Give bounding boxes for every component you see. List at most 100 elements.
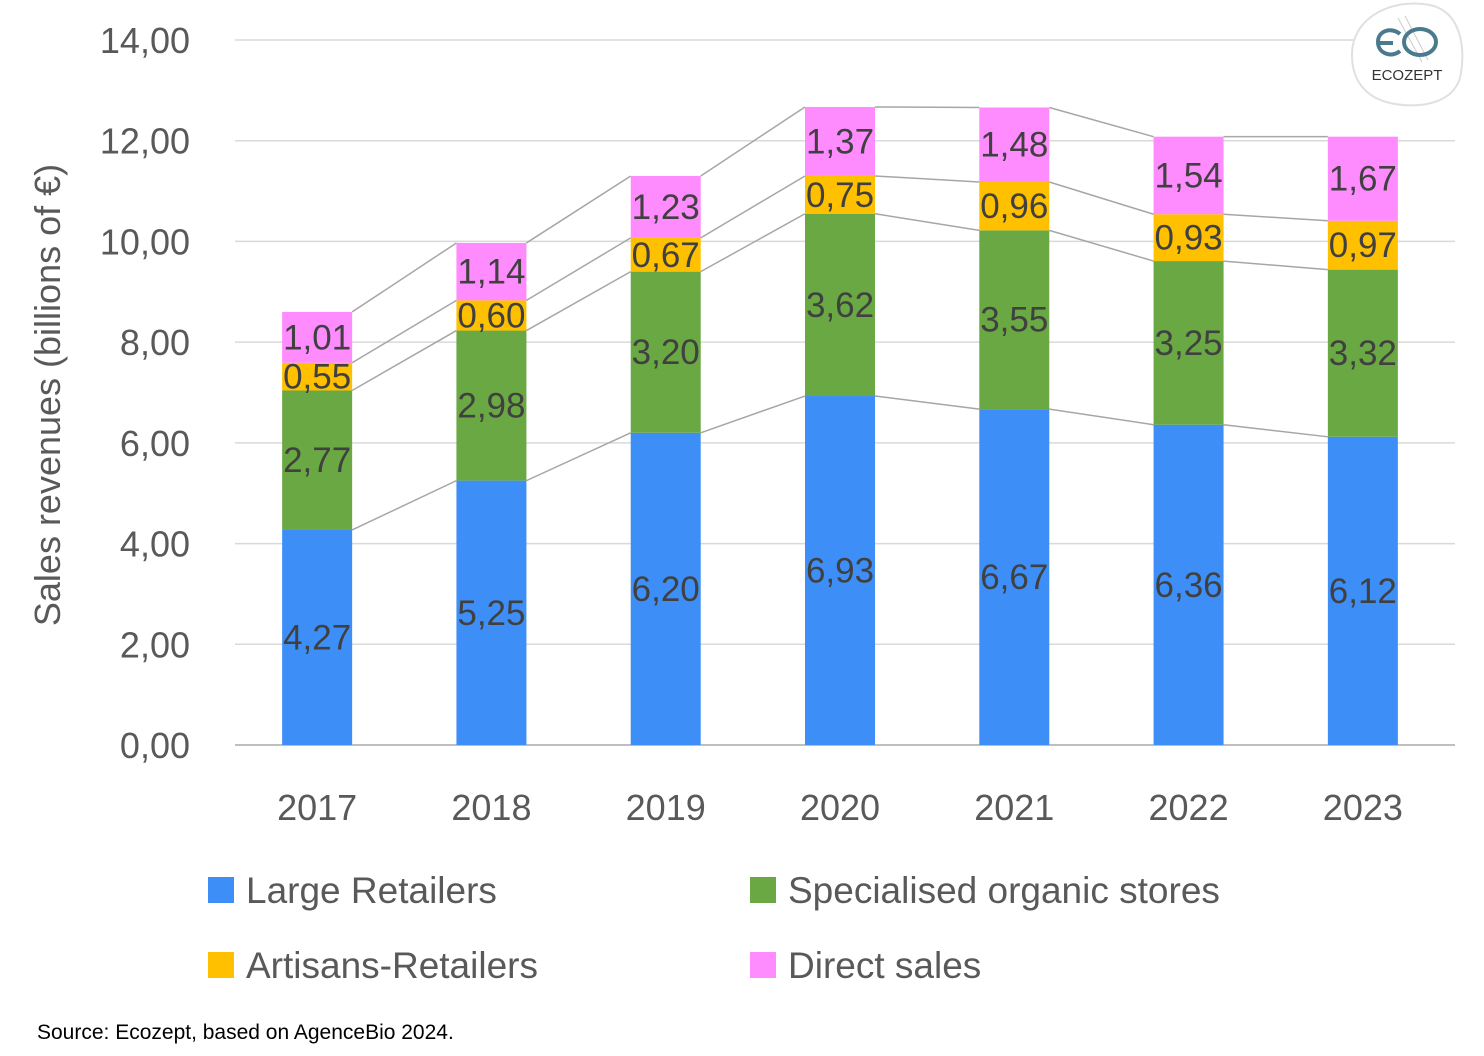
logo-badge xyxy=(1350,2,1464,107)
x-tick-label: 2019 xyxy=(626,787,706,828)
bar-segment xyxy=(456,330,527,481)
y-axis-title: Sales revenues (billions of €) xyxy=(27,164,68,626)
series-connector-line xyxy=(526,175,632,244)
legend-label: Artisans-Retailers xyxy=(246,945,538,986)
data-label: 5,25 xyxy=(457,594,525,633)
data-label: 2,77 xyxy=(283,441,351,480)
data-label: 1,67 xyxy=(1329,160,1397,199)
data-label: 6,93 xyxy=(806,552,874,591)
series-connector-line xyxy=(351,299,457,364)
bar-segment xyxy=(630,432,701,745)
data-label: 0,96 xyxy=(980,187,1048,226)
ecozept-logo: ECOZEPT xyxy=(1350,2,1464,107)
bar-segment xyxy=(979,107,1050,183)
data-label: 0,75 xyxy=(806,176,874,215)
series-connector-line xyxy=(351,242,457,313)
data-label: 6,12 xyxy=(1329,572,1397,611)
bar-segment xyxy=(805,396,875,745)
series-connector-line xyxy=(1223,213,1328,222)
series-connector-line xyxy=(351,479,457,531)
data-label: 0,97 xyxy=(1329,226,1397,265)
bar-segment xyxy=(979,230,1050,410)
x-tick-label: 2023 xyxy=(1323,787,1403,828)
data-label: 3,32 xyxy=(1329,334,1397,373)
y-tick-label: 12,00 xyxy=(100,121,190,162)
bar-segment xyxy=(1153,261,1224,425)
x-tick-label: 2022 xyxy=(1149,787,1229,828)
data-label: 3,25 xyxy=(1155,324,1223,363)
data-label: 3,62 xyxy=(806,286,874,325)
y-tick-label: 0,00 xyxy=(120,725,190,766)
bar-segment xyxy=(979,409,1050,745)
data-label: 1,37 xyxy=(806,122,874,161)
data-label: 1,54 xyxy=(1155,156,1223,195)
x-tick-label: 2017 xyxy=(277,787,357,828)
series-connector-line xyxy=(874,395,980,410)
data-label: 6,36 xyxy=(1155,566,1223,605)
series-connector-line xyxy=(526,432,632,482)
bar-segment xyxy=(456,480,527,745)
legend-swatch xyxy=(750,952,776,978)
bar-segment xyxy=(630,271,701,433)
data-label: 6,67 xyxy=(980,558,1048,597)
data-label: 0,67 xyxy=(632,236,700,275)
series-connector-line xyxy=(1049,181,1154,215)
data-label: 2,98 xyxy=(457,387,525,426)
legend-swatch xyxy=(208,952,234,978)
series-connector-line xyxy=(1049,229,1154,262)
series-connector-line xyxy=(874,106,980,109)
bar-segment xyxy=(1327,136,1398,221)
bar-segment xyxy=(805,106,875,176)
y-tick-label: 10,00 xyxy=(100,221,190,262)
data-label: 6,20 xyxy=(632,570,700,609)
bar-segment xyxy=(1327,269,1398,437)
source-note: Source: Ecozept, based on AgenceBio 2024… xyxy=(37,1021,454,1044)
series-connector-line xyxy=(526,270,632,332)
data-label: 0,93 xyxy=(1155,219,1223,258)
x-tick-label: 2021 xyxy=(974,787,1054,828)
bar-segment xyxy=(456,242,527,301)
legend-label: Specialised organic stores xyxy=(788,870,1220,911)
series-connector-line xyxy=(526,237,632,301)
series-connector-line xyxy=(1049,408,1154,426)
y-tick-label: 14,00 xyxy=(100,20,190,61)
series-connector-line xyxy=(1223,260,1328,271)
bar-segment xyxy=(282,362,353,391)
series-connector-line xyxy=(874,175,980,183)
legend-swatch xyxy=(750,877,776,903)
data-label: 0,55 xyxy=(283,358,351,397)
logo-text: ECOZEPT xyxy=(1372,67,1443,84)
y-tick-label: 6,00 xyxy=(120,423,190,464)
data-label: 1,23 xyxy=(632,188,700,227)
series-connector-line xyxy=(700,395,806,434)
bar-segment xyxy=(282,529,353,745)
bar-segment xyxy=(630,175,701,238)
bar-segment xyxy=(282,390,353,530)
bar-segment xyxy=(805,213,875,397)
series-connector-line xyxy=(1049,106,1154,138)
data-label: 3,55 xyxy=(980,301,1048,340)
x-tick-label: 2018 xyxy=(451,787,531,828)
series-connector-line xyxy=(700,175,806,239)
bar-segment xyxy=(630,237,701,272)
bar-segment xyxy=(456,300,527,331)
bar-segment xyxy=(1153,214,1224,262)
bar-segment xyxy=(805,175,875,214)
logo-o-glyph xyxy=(1402,27,1438,57)
logo-e-glyph xyxy=(1375,28,1402,57)
data-label: 1,14 xyxy=(457,253,525,292)
legend-label: Large Retailers xyxy=(246,870,497,911)
y-tick-label: 8,00 xyxy=(120,322,190,363)
series-connector-line xyxy=(1223,423,1328,438)
series-connector-line xyxy=(351,329,457,392)
data-label: 3,20 xyxy=(632,333,700,372)
bar-segment xyxy=(1153,136,1224,215)
bar-segment xyxy=(282,311,353,363)
data-label: 1,01 xyxy=(283,318,351,357)
legend-swatch xyxy=(208,877,234,903)
x-tick-label: 2020 xyxy=(800,787,880,828)
legend-label: Direct sales xyxy=(788,945,981,986)
series-connector-line xyxy=(874,212,980,232)
y-tick-label: 4,00 xyxy=(120,524,190,565)
